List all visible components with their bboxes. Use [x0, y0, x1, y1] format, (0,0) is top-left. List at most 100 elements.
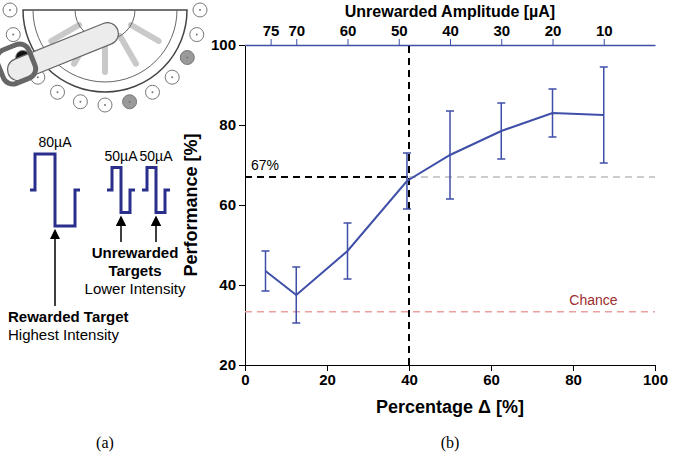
arrow: [120, 218, 122, 243]
pulse-label: 50µA: [105, 148, 139, 164]
tick-label: 70: [288, 22, 305, 39]
target-well: [180, 51, 194, 65]
tick-label: 20: [545, 22, 562, 39]
pulse-label: 80µA: [39, 134, 73, 150]
target-well: [165, 70, 179, 84]
target-subtitle: Highest Intensity: [8, 326, 119, 343]
tick: 0: [241, 365, 249, 388]
panel-b: 0204060801002040608010075706050403020106…: [181, 3, 668, 452]
target-dot: [12, 34, 14, 36]
axis-line: [245, 46, 246, 366]
tick-label: 10: [596, 22, 613, 39]
reference-line: [408, 45, 410, 365]
tick-label: 50: [391, 22, 408, 39]
target-well: [193, 3, 207, 17]
tick: 20: [319, 365, 336, 388]
panel-label: (a): [96, 434, 114, 452]
target-well: [6, 28, 20, 42]
error-bar: [600, 67, 608, 163]
arm-grip: [0, 41, 39, 87]
target-dot: [196, 34, 198, 36]
tick-mark: [271, 39, 272, 45]
pulse: [30, 154, 80, 226]
tick: 80: [565, 365, 582, 388]
target-title: Rewarded Target: [8, 308, 129, 325]
target-well: [51, 85, 65, 99]
y-axis: 20 40 60 80 100: [211, 36, 246, 373]
x2-axis-title: Unrewarded Amplitude [µA]: [345, 3, 555, 20]
pulse: [107, 168, 135, 213]
error-bar: [344, 223, 352, 279]
error-bar: [497, 103, 505, 159]
device-slot: [131, 25, 159, 41]
tick-label: 40: [401, 371, 418, 388]
arrow: [54, 231, 56, 306]
figure: 80µA 50µA50µA Rewarded TargetHighest Inten…: [0, 0, 676, 459]
tick-mark: [501, 39, 502, 45]
pulse: [142, 168, 170, 213]
tick: 40: [219, 276, 245, 293]
tick-mark: [604, 39, 605, 45]
target-well: [123, 95, 137, 109]
tick-label: 100: [211, 36, 236, 53]
tick-mark: [239, 125, 245, 126]
target-dot: [104, 104, 106, 106]
target-well: [146, 85, 160, 99]
target-dot: [171, 76, 173, 78]
tick-mark: [553, 39, 554, 45]
reference-line: [245, 176, 409, 178]
target-well: [98, 98, 112, 112]
target-dot: [152, 91, 154, 93]
tick-mark: [239, 285, 245, 286]
tick-label: 60: [483, 371, 500, 388]
plot-area: [245, 45, 655, 365]
tick: 40: [401, 365, 418, 388]
tick-label: 60: [219, 196, 236, 213]
tick-mark: [450, 39, 451, 45]
device: [0, 3, 207, 112]
y-axis-title: Performance [%]: [181, 133, 201, 276]
device-slot: [120, 36, 136, 64]
target-well: [190, 28, 204, 42]
tick-label: 40: [219, 276, 236, 293]
target-dot: [57, 91, 59, 93]
error-bar: [549, 89, 557, 137]
x2-axis: 7570605040302010: [246, 22, 656, 46]
target-title: UnrewardedTargets: [92, 244, 179, 279]
tick: 20: [545, 22, 562, 45]
arm-bar: [4, 19, 122, 84]
tick-label: 100: [643, 371, 668, 388]
tick-mark: [348, 39, 349, 45]
tick-mark: [296, 39, 297, 45]
arm: [0, 7, 122, 87]
error-bar: [292, 267, 300, 323]
tick: 60: [219, 196, 245, 213]
tick-label: 60: [340, 22, 357, 39]
tick-label: 20: [219, 356, 236, 373]
tick-label: 0: [241, 371, 249, 388]
tick-label: 80: [565, 371, 582, 388]
target-dot: [186, 57, 188, 59]
arrow: [155, 218, 157, 243]
tick-label: 40: [442, 22, 459, 39]
target-subtitle: Lower Intensity: [85, 280, 186, 297]
reference-label: Chance: [569, 292, 617, 308]
tick: 70: [288, 22, 305, 45]
reference-line: [245, 311, 655, 313]
error-bar: [446, 111, 454, 199]
tick: 30: [493, 22, 510, 45]
series-line: [266, 113, 604, 295]
tick-mark: [399, 39, 400, 45]
x-axis-title: Percentage Δ [%]: [376, 397, 524, 417]
tick: 20: [219, 356, 245, 373]
pulse-label: 50µA: [140, 148, 174, 164]
error-bar: [262, 251, 270, 291]
tick-mark: [239, 45, 245, 46]
tick-label: 80: [219, 116, 236, 133]
tick-mark: [239, 365, 245, 366]
target-well: [3, 3, 17, 17]
target-well: [73, 95, 87, 109]
tick: 60: [340, 22, 357, 45]
tick: 60: [483, 365, 500, 388]
tick: 100: [211, 36, 245, 53]
